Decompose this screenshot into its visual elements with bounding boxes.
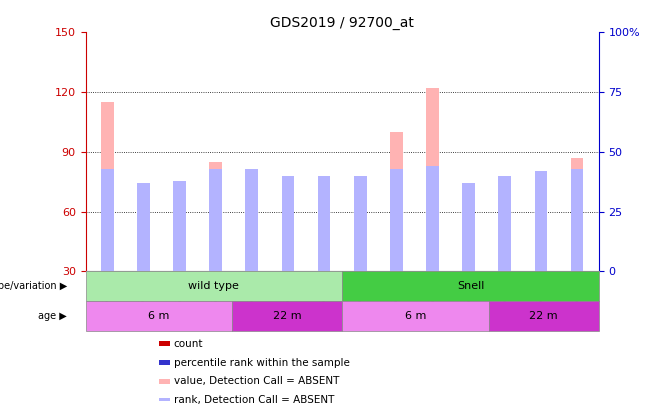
Bar	[463, 212, 475, 271]
Bar	[489, 301, 599, 331]
Text: rank, Detection Call = ABSENT: rank, Detection Call = ABSENT	[174, 395, 334, 405]
Bar	[463, 183, 475, 271]
Bar	[86, 271, 342, 301]
Bar	[570, 158, 584, 271]
Bar	[390, 132, 403, 271]
Bar	[159, 341, 170, 346]
Title: GDS2019 / 92700_at: GDS2019 / 92700_at	[270, 16, 414, 30]
Bar	[173, 208, 186, 271]
Bar	[354, 176, 367, 271]
Bar	[499, 176, 511, 271]
Bar	[282, 214, 294, 271]
Bar	[354, 202, 367, 271]
Bar	[282, 176, 294, 271]
Bar	[318, 176, 330, 271]
Bar	[342, 271, 599, 301]
Bar	[426, 88, 439, 271]
Bar	[318, 192, 330, 271]
Bar	[159, 360, 170, 365]
Bar	[534, 171, 547, 271]
Text: age ▶: age ▶	[38, 311, 67, 321]
Text: 6 m: 6 m	[405, 311, 426, 321]
Bar	[137, 183, 150, 271]
Bar	[499, 208, 511, 271]
Bar	[137, 217, 150, 271]
Bar	[86, 301, 232, 331]
Bar	[342, 301, 489, 331]
Bar	[245, 168, 258, 271]
Text: 6 m: 6 m	[148, 311, 170, 321]
Bar	[245, 176, 258, 271]
Bar	[209, 162, 222, 271]
Bar	[159, 379, 170, 384]
Bar	[101, 168, 114, 271]
Bar	[232, 301, 342, 331]
Text: percentile rank within the sample: percentile rank within the sample	[174, 358, 349, 368]
Bar	[534, 188, 547, 271]
Text: wild type: wild type	[188, 281, 240, 292]
Bar	[426, 166, 439, 271]
Text: value, Detection Call = ABSENT: value, Detection Call = ABSENT	[174, 376, 339, 386]
Text: 22 m: 22 m	[273, 311, 301, 321]
Bar	[209, 168, 222, 271]
Text: Snell: Snell	[457, 281, 484, 292]
Bar	[101, 102, 114, 271]
Bar	[173, 181, 186, 271]
Bar	[159, 398, 170, 403]
Text: 22 m: 22 m	[530, 311, 558, 321]
Bar	[570, 168, 584, 271]
Bar	[390, 168, 403, 271]
Text: genotype/variation ▶: genotype/variation ▶	[0, 281, 67, 292]
Text: count: count	[174, 339, 203, 349]
